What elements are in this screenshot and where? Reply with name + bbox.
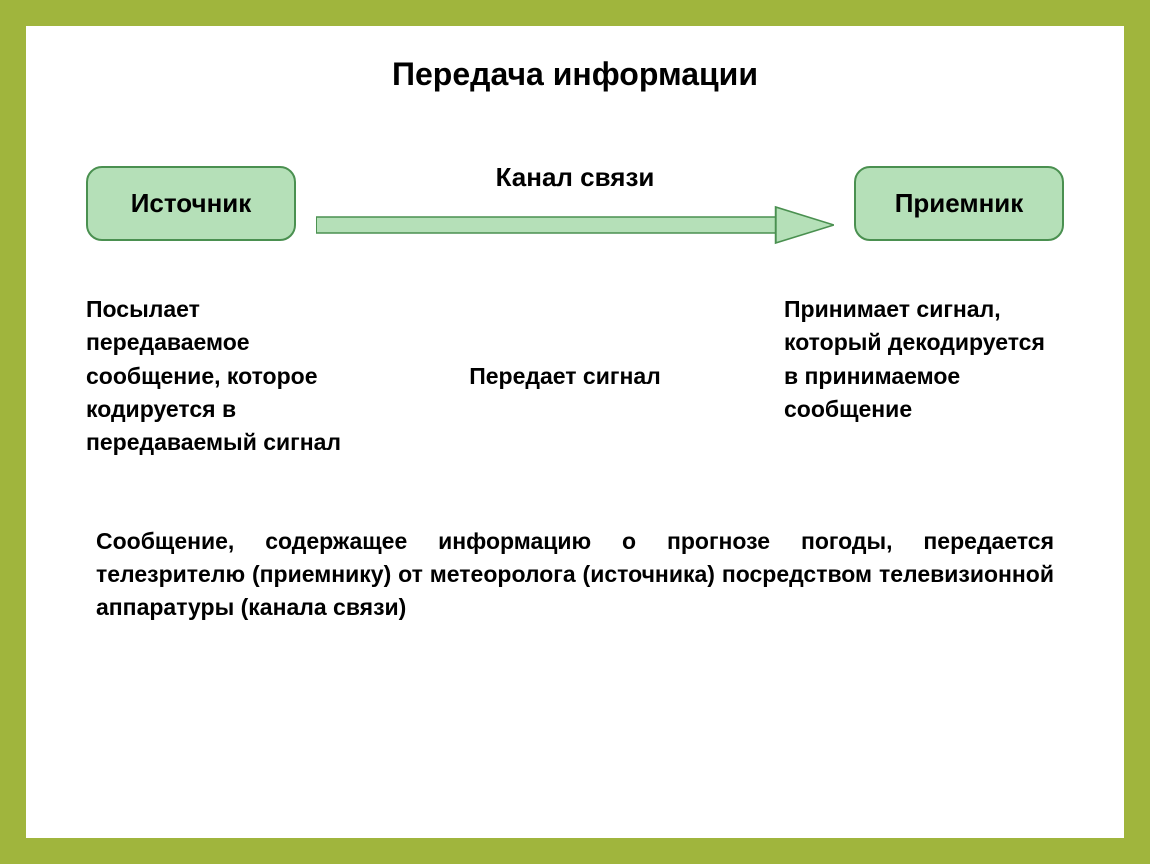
slide-content: Передача информации Источник Канал связи… (24, 24, 1126, 840)
diagram-row: Источник Канал связи Приемник (76, 143, 1074, 263)
descriptions-row: Посылает передаваемое сообщение, которое… (76, 293, 1074, 460)
receiver-description: Принимает сигнал, который декодируется в… (784, 293, 1064, 460)
example-text: Сообщение, содержащее информацию о прогн… (76, 525, 1074, 625)
arrow-shaft (316, 217, 782, 233)
page-title: Передача информации (76, 56, 1074, 93)
channel-label: Канал связи (496, 162, 655, 193)
channel-description: Передает сигнал (386, 293, 744, 460)
outer-frame: Передача информации Источник Канал связи… (0, 0, 1150, 864)
source-description: Посылает передаваемое сообщение, которое… (86, 293, 346, 460)
source-node: Источник (86, 166, 296, 241)
receiver-node: Приемник (854, 166, 1064, 241)
arrow-head (776, 207, 834, 243)
arrow-icon (316, 205, 834, 245)
channel-area: Канал связи (296, 162, 854, 245)
